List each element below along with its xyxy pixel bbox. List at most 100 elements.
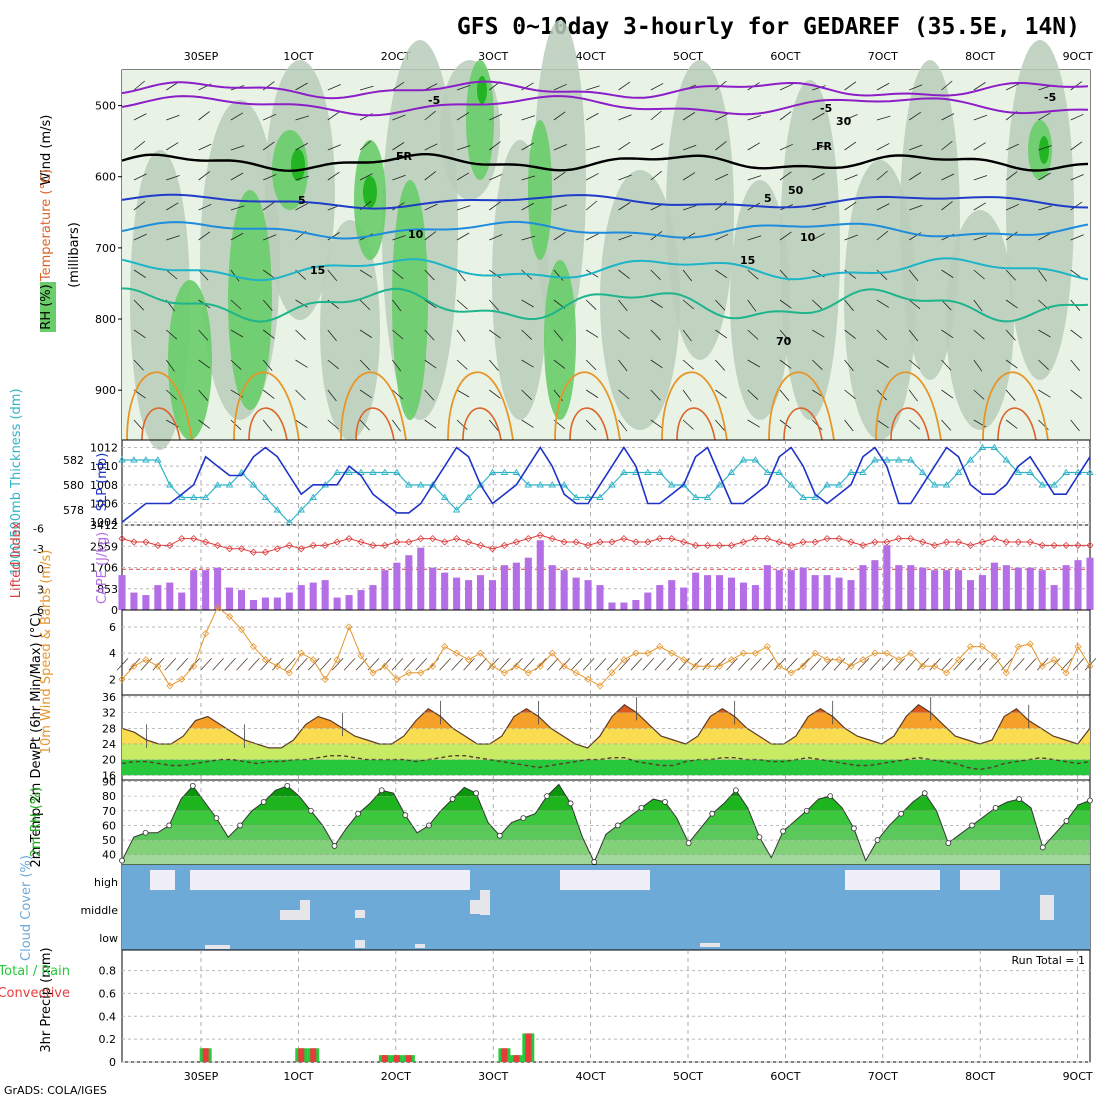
precip-tick-label: 0.8 bbox=[99, 965, 117, 978]
wind-barb bbox=[1038, 205, 1052, 211]
slp-tick-label: 1008 bbox=[90, 479, 118, 492]
temperature-band bbox=[122, 759, 1090, 776]
wind-barb bbox=[521, 202, 535, 211]
wind-barb bbox=[133, 233, 147, 241]
wind-point bbox=[225, 612, 234, 621]
thickness-point bbox=[500, 468, 509, 475]
slp-thickness-panel: 1004 1006 1008 1010 1012 578 580 582 1000-500mb … bbox=[9, 388, 1094, 576]
lifted-point bbox=[1074, 541, 1082, 549]
wind-barb bbox=[198, 231, 211, 241]
wind-barb bbox=[650, 299, 663, 308]
wind-barb bbox=[198, 329, 209, 341]
wind-point bbox=[1086, 662, 1094, 670]
cape-bar bbox=[429, 567, 437, 610]
wind-barb bbox=[166, 142, 179, 151]
wind-point bbox=[1062, 669, 1070, 677]
wind-barb bbox=[682, 299, 695, 310]
slp-series-line bbox=[121, 446, 1091, 523]
thickness-point bbox=[536, 481, 545, 488]
rh-point bbox=[1063, 818, 1070, 824]
wind-barb bbox=[1070, 113, 1084, 121]
wind-barb bbox=[295, 657, 308, 671]
lifted-point bbox=[763, 535, 771, 543]
wind-barb bbox=[1070, 359, 1081, 371]
thickness-point bbox=[942, 481, 951, 488]
date-label-bottom: 8OCT bbox=[965, 1070, 995, 1083]
cloud-level-label: low bbox=[99, 932, 118, 945]
lifted-point bbox=[500, 541, 508, 549]
wind-barb bbox=[488, 419, 499, 431]
temperature-contour bbox=[340, 371, 407, 441]
wind-barb bbox=[779, 83, 793, 91]
wind-barb bbox=[779, 231, 792, 241]
wind-barb bbox=[650, 269, 661, 281]
wind-barb bbox=[1038, 389, 1051, 398]
temperature-contour bbox=[121, 287, 1089, 323]
cloud-high-gap bbox=[560, 870, 650, 890]
cloud-middle-gap bbox=[355, 910, 365, 918]
wind-barb bbox=[295, 329, 306, 341]
rh-point bbox=[638, 804, 645, 811]
wind-point bbox=[883, 649, 891, 657]
lifted-point bbox=[536, 531, 544, 539]
cape-bar bbox=[118, 575, 126, 610]
wind-barb bbox=[415, 657, 428, 671]
wind-barb bbox=[585, 359, 597, 371]
cape-bar bbox=[488, 580, 497, 610]
wind-point bbox=[859, 656, 867, 664]
lifted-point bbox=[739, 538, 747, 546]
cape-bar bbox=[261, 597, 269, 610]
cape-bar bbox=[620, 602, 628, 610]
rh-tick-label: 40 bbox=[102, 849, 116, 862]
wind-barb bbox=[857, 657, 870, 671]
wind-axis-label: 10m Wind Speed & Barbs (m/s) bbox=[39, 550, 54, 755]
cape-bar bbox=[680, 587, 688, 610]
wind-barb bbox=[248, 657, 260, 671]
wind-barb bbox=[489, 141, 501, 151]
wind-barb bbox=[1024, 657, 1037, 671]
cape-bar bbox=[476, 575, 485, 610]
lifted-point bbox=[871, 538, 879, 546]
wind-point bbox=[297, 649, 305, 657]
wind-series-line bbox=[121, 606, 1091, 687]
wind-barb bbox=[908, 419, 921, 430]
cloud-low-gap bbox=[415, 944, 425, 948]
wind-barb bbox=[236, 657, 248, 671]
cape-bar bbox=[990, 562, 998, 610]
lifted-point bbox=[524, 535, 532, 543]
cape-lifted-panel: 0 853 1706 2559 3412 -6 -3 0 3 6 Lifted Index CAPE … bbox=[9, 519, 1094, 617]
wind-point bbox=[704, 662, 712, 670]
cape-bar bbox=[202, 570, 210, 610]
contour-label: 70 bbox=[776, 335, 792, 348]
wind-barb bbox=[908, 111, 922, 121]
rh-series-line bbox=[121, 783, 1091, 864]
wind-point bbox=[907, 649, 915, 657]
temperature-contour bbox=[676, 407, 716, 441]
wind-barb bbox=[973, 235, 988, 241]
wind-barb bbox=[116, 657, 129, 671]
wind-barb bbox=[359, 359, 371, 371]
cape-bar bbox=[823, 575, 831, 610]
rh-point bbox=[260, 799, 267, 805]
date-label-bottom: 2OCT bbox=[381, 1070, 411, 1083]
thickness-point bbox=[166, 481, 174, 488]
cape-bar bbox=[919, 567, 927, 610]
wind-barb bbox=[327, 171, 340, 181]
wind-barb bbox=[133, 359, 144, 371]
wind-point bbox=[560, 662, 568, 670]
thickness-point bbox=[883, 456, 891, 463]
slp-tick-label: 1006 bbox=[90, 498, 118, 511]
wind-barb bbox=[876, 143, 890, 151]
thickness-point bbox=[512, 468, 521, 475]
wind-barb bbox=[682, 329, 692, 342]
wind-barb bbox=[973, 114, 988, 121]
wind-barb bbox=[456, 299, 468, 310]
temperature-contour bbox=[783, 407, 823, 441]
wind-barb bbox=[682, 205, 697, 211]
lifted-point bbox=[1038, 541, 1046, 549]
temperature-contour bbox=[661, 371, 728, 441]
wind-barb bbox=[650, 83, 664, 91]
cape-bar bbox=[357, 590, 365, 610]
wind-barb bbox=[909, 144, 923, 151]
